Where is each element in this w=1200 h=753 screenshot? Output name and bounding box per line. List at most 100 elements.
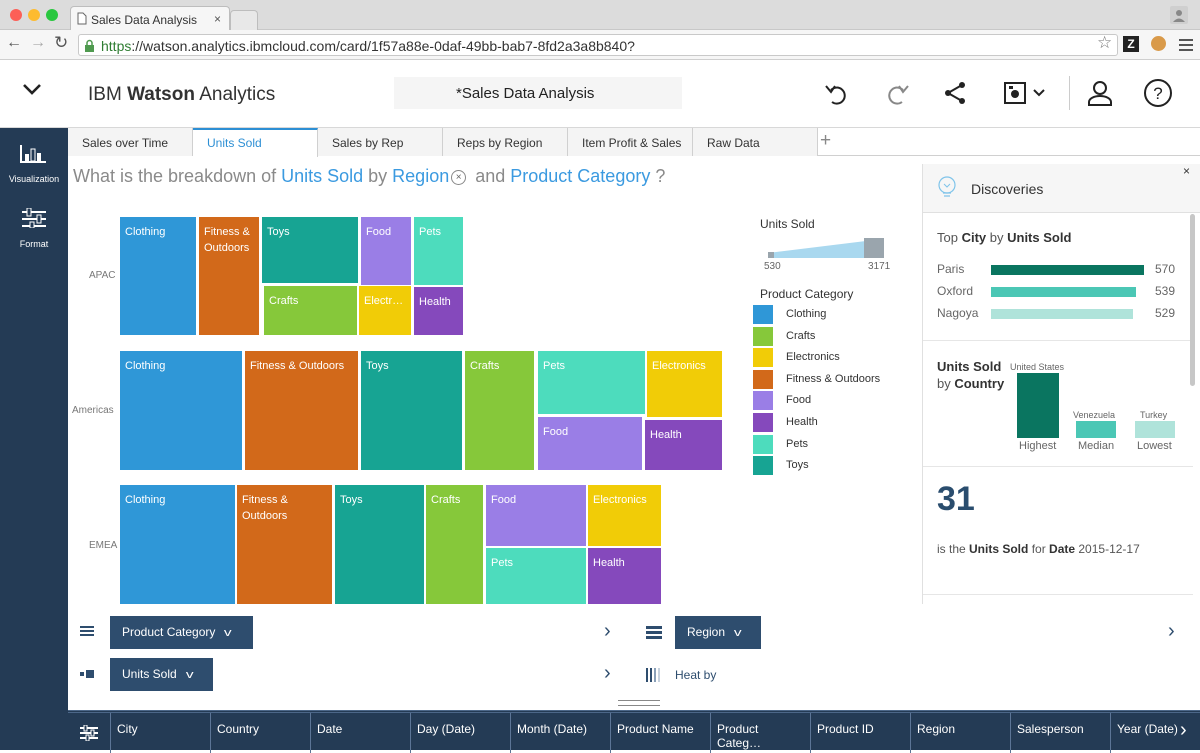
add-tab-icon[interactable]: + xyxy=(820,130,832,151)
panel-resize-handle[interactable] xyxy=(618,700,660,706)
legend-swatch[interactable] xyxy=(753,326,773,346)
treemap-cell[interactable]: Fitness & Outdoors xyxy=(199,217,259,335)
treemap-cell[interactable]: Clothing xyxy=(120,485,235,604)
back-arrow-icon[interactable]: ← xyxy=(6,34,22,51)
treemap-cell[interactable]: Toys xyxy=(262,217,358,283)
treemap-cell[interactable]: Electronics xyxy=(647,351,722,417)
treemap-cell[interactable]: Crafts xyxy=(465,351,534,470)
field-chip[interactable]: Product Categ… xyxy=(710,713,810,753)
close-window-button[interactable] xyxy=(10,9,22,21)
legend-swatch[interactable] xyxy=(753,348,773,368)
date-stat-card[interactable] xyxy=(923,467,1193,595)
field-chip[interactable]: Date xyxy=(310,713,410,753)
tab-raw-data[interactable]: Raw Data xyxy=(693,128,818,156)
legend-swatch[interactable] xyxy=(753,434,773,454)
field-chip[interactable]: Product ID xyxy=(810,713,910,753)
legend-swatch[interactable] xyxy=(753,369,773,389)
legend-swatch[interactable] xyxy=(753,413,773,432)
question-dim-category[interactable]: Product Category xyxy=(510,166,651,186)
share-icon[interactable] xyxy=(940,78,970,108)
remove-region-icon[interactable]: × xyxy=(451,170,467,185)
reload-icon[interactable]: ↻ xyxy=(54,33,69,52)
treemap-cell[interactable]: Pets xyxy=(414,217,463,285)
stat-desc-pre: is the xyxy=(937,542,970,556)
bookmark-star-icon[interactable]: ☆ xyxy=(1097,33,1113,52)
minimize-window-button[interactable] xyxy=(28,9,40,21)
field-chip[interactable]: Month (Date) xyxy=(510,713,610,753)
treemap-cell[interactable]: Crafts xyxy=(426,485,483,604)
treemap-cell[interactable]: Electr… xyxy=(359,286,411,335)
format-sliders-icon[interactable] xyxy=(22,208,46,228)
chevron-right-icon[interactable]: › xyxy=(604,662,611,684)
close-panel-icon[interactable]: × xyxy=(1183,164,1191,178)
field-chip[interactable]: Salesperson xyxy=(1010,713,1110,753)
undo-icon[interactable] xyxy=(822,78,852,108)
treemap-cell[interactable]: Health xyxy=(588,548,661,604)
tab-reps-by-region[interactable]: Reps by Region xyxy=(443,128,568,156)
field-chip[interactable]: Year (Date) xyxy=(1110,713,1200,753)
fields-settings-icon[interactable] xyxy=(80,725,98,741)
size-scale-ramp[interactable] xyxy=(764,236,886,260)
new-tab-button[interactable] xyxy=(230,10,258,30)
legend-swatch[interactable] xyxy=(753,391,773,411)
browser-menu-icon[interactable] xyxy=(1179,38,1193,52)
treemap-cell[interactable]: Clothing xyxy=(120,351,242,470)
treemap-cell[interactable]: Electronics xyxy=(588,485,661,546)
chevron-right-icon[interactable]: › xyxy=(1180,719,1187,741)
treemap-cell[interactable]: Health xyxy=(645,420,722,470)
treemap-cell[interactable]: Toys xyxy=(361,351,462,470)
field-chip[interactable]: Country xyxy=(210,713,310,753)
treemap-cell[interactable]: Toys xyxy=(335,485,424,604)
question-dim-region[interactable]: Region xyxy=(392,166,450,186)
help-icon[interactable]: ? xyxy=(1143,78,1173,108)
heat-by-slot[interactable]: Heat by xyxy=(675,668,717,682)
legend-swatch[interactable] xyxy=(753,305,773,324)
cookie-extension-icon[interactable] xyxy=(1151,36,1166,51)
legend-category-title: Product Category xyxy=(760,287,854,301)
field-chip[interactable]: Day (Date) xyxy=(410,713,510,753)
field-chip[interactable]: City xyxy=(110,713,210,753)
chevron-right-icon[interactable]: › xyxy=(604,620,611,642)
field-chip[interactable]: Region xyxy=(910,713,1010,753)
legend-swatch[interactable] xyxy=(753,456,773,476)
user-account-icon[interactable] xyxy=(1085,78,1115,108)
city-name: Paris xyxy=(937,262,965,276)
by-country-card[interactable]: Units Sold by Country United States Venez… xyxy=(923,341,1193,467)
discoveries-scrollbar[interactable] xyxy=(1190,214,1195,386)
treemap-cell[interactable]: Fitness & Outdoors xyxy=(245,351,358,470)
treemap-cell[interactable]: Food xyxy=(486,485,586,546)
visualization-icon[interactable] xyxy=(20,145,46,163)
group-by-dropdown[interactable]: Region v xyxy=(675,616,761,649)
tab-sales-by-rep[interactable]: Sales by Rep xyxy=(318,128,443,156)
tab-units-sold[interactable]: Units Sold xyxy=(193,128,318,157)
treemap-cell[interactable]: Food xyxy=(538,417,642,470)
question-measure[interactable]: Units Sold xyxy=(281,166,364,186)
url-input[interactable]: https://watson.analytics.ibmcloud.com/ca… xyxy=(78,34,1118,56)
redo-icon[interactable] xyxy=(882,78,912,108)
browser-tab[interactable]: Sales Data Analysis × xyxy=(70,6,230,31)
chevron-down-icon[interactable] xyxy=(22,82,42,96)
visualization-label[interactable]: Visualization xyxy=(8,174,60,184)
treemap-cell[interactable]: Fitness & Outdoors xyxy=(237,485,332,604)
color-by-dropdown[interactable]: Product Category v xyxy=(110,616,253,649)
snapshot-menu-icon[interactable] xyxy=(1002,78,1050,108)
extension-z-icon[interactable]: Z xyxy=(1123,36,1139,52)
format-label[interactable]: Format xyxy=(19,239,49,249)
treemap-cell[interactable]: Pets xyxy=(486,548,586,604)
chevron-right-icon[interactable]: › xyxy=(1168,620,1175,642)
size-by-dropdown[interactable]: Units Sold v xyxy=(110,658,213,691)
treemap-cell[interactable]: Clothing xyxy=(120,217,196,335)
tab-item-profit-sales[interactable]: Item Profit & Sales xyxy=(568,128,693,156)
field-chip[interactable]: Product Name xyxy=(610,713,710,753)
maximize-window-button[interactable] xyxy=(46,9,58,21)
forward-arrow-icon[interactable]: → xyxy=(30,34,46,51)
treemap-cell[interactable]: Crafts xyxy=(264,286,357,335)
tab-close-icon[interactable]: × xyxy=(213,12,221,26)
top-city-card[interactable]: Top City by Units Sold Paris 570 Oxford 539… xyxy=(923,213,1193,341)
treemap-cell[interactable]: Health xyxy=(414,287,463,335)
treemap-cell[interactable]: Pets xyxy=(538,351,645,414)
document-title-box[interactable]: *Sales Data Analysis xyxy=(394,77,682,109)
treemap-cell[interactable]: Food xyxy=(361,217,411,285)
tab-sales-over-time[interactable]: Sales over Time xyxy=(68,128,193,156)
user-profile-icon[interactable] xyxy=(1170,6,1188,24)
